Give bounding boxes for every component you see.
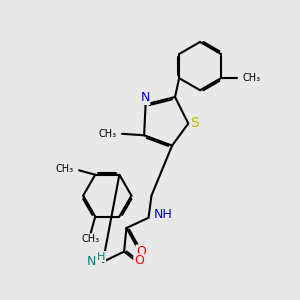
Text: N: N [87, 255, 96, 268]
Text: CH₃: CH₃ [242, 73, 261, 83]
Text: H: H [97, 252, 106, 262]
Text: NH: NH [154, 208, 172, 221]
Text: CH₃: CH₃ [99, 129, 117, 139]
Text: O: O [136, 245, 146, 258]
Text: CH₃: CH₃ [82, 234, 100, 244]
Text: O: O [134, 254, 144, 267]
Text: CH₃: CH₃ [56, 164, 74, 174]
Text: S: S [190, 116, 199, 130]
Text: N: N [140, 92, 150, 104]
